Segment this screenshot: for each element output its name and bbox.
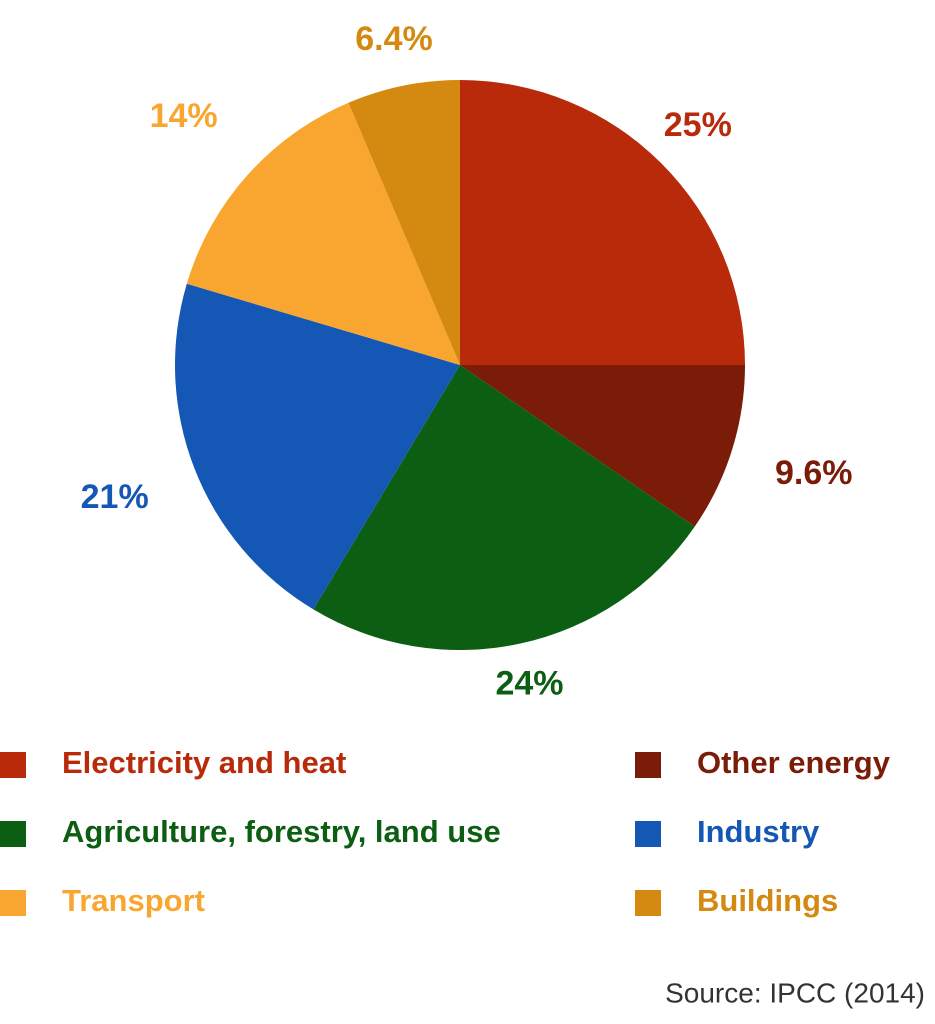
value-label: 9.6% xyxy=(775,454,853,492)
legend-swatch xyxy=(635,890,661,916)
pie-slice xyxy=(186,102,460,366)
legend-label: Transport xyxy=(62,883,205,918)
pie-slice xyxy=(175,283,460,610)
legend-label: Buildings xyxy=(697,883,838,918)
pie-slice xyxy=(348,80,460,365)
value-label: 25% xyxy=(664,106,732,144)
value-label: 6.4% xyxy=(355,20,433,58)
legend-label: Other energy xyxy=(697,745,891,780)
legend-swatch xyxy=(0,890,26,916)
source-note: Source: IPCC (2014) xyxy=(665,977,925,1008)
legend-label: Agriculture, forestry, land use xyxy=(62,814,501,849)
pie-slice xyxy=(313,365,695,650)
value-label: 21% xyxy=(81,478,149,516)
legend-swatch xyxy=(0,821,26,847)
legend-swatch xyxy=(635,821,661,847)
legend-label: Industry xyxy=(697,814,820,849)
value-label: 24% xyxy=(495,664,563,702)
legend-swatch xyxy=(0,752,26,778)
pie-slice xyxy=(460,80,745,365)
pie-slice xyxy=(460,365,745,527)
value-label: 14% xyxy=(150,97,218,135)
legend-label: Electricity and heat xyxy=(62,745,346,780)
legend-swatch xyxy=(635,752,661,778)
